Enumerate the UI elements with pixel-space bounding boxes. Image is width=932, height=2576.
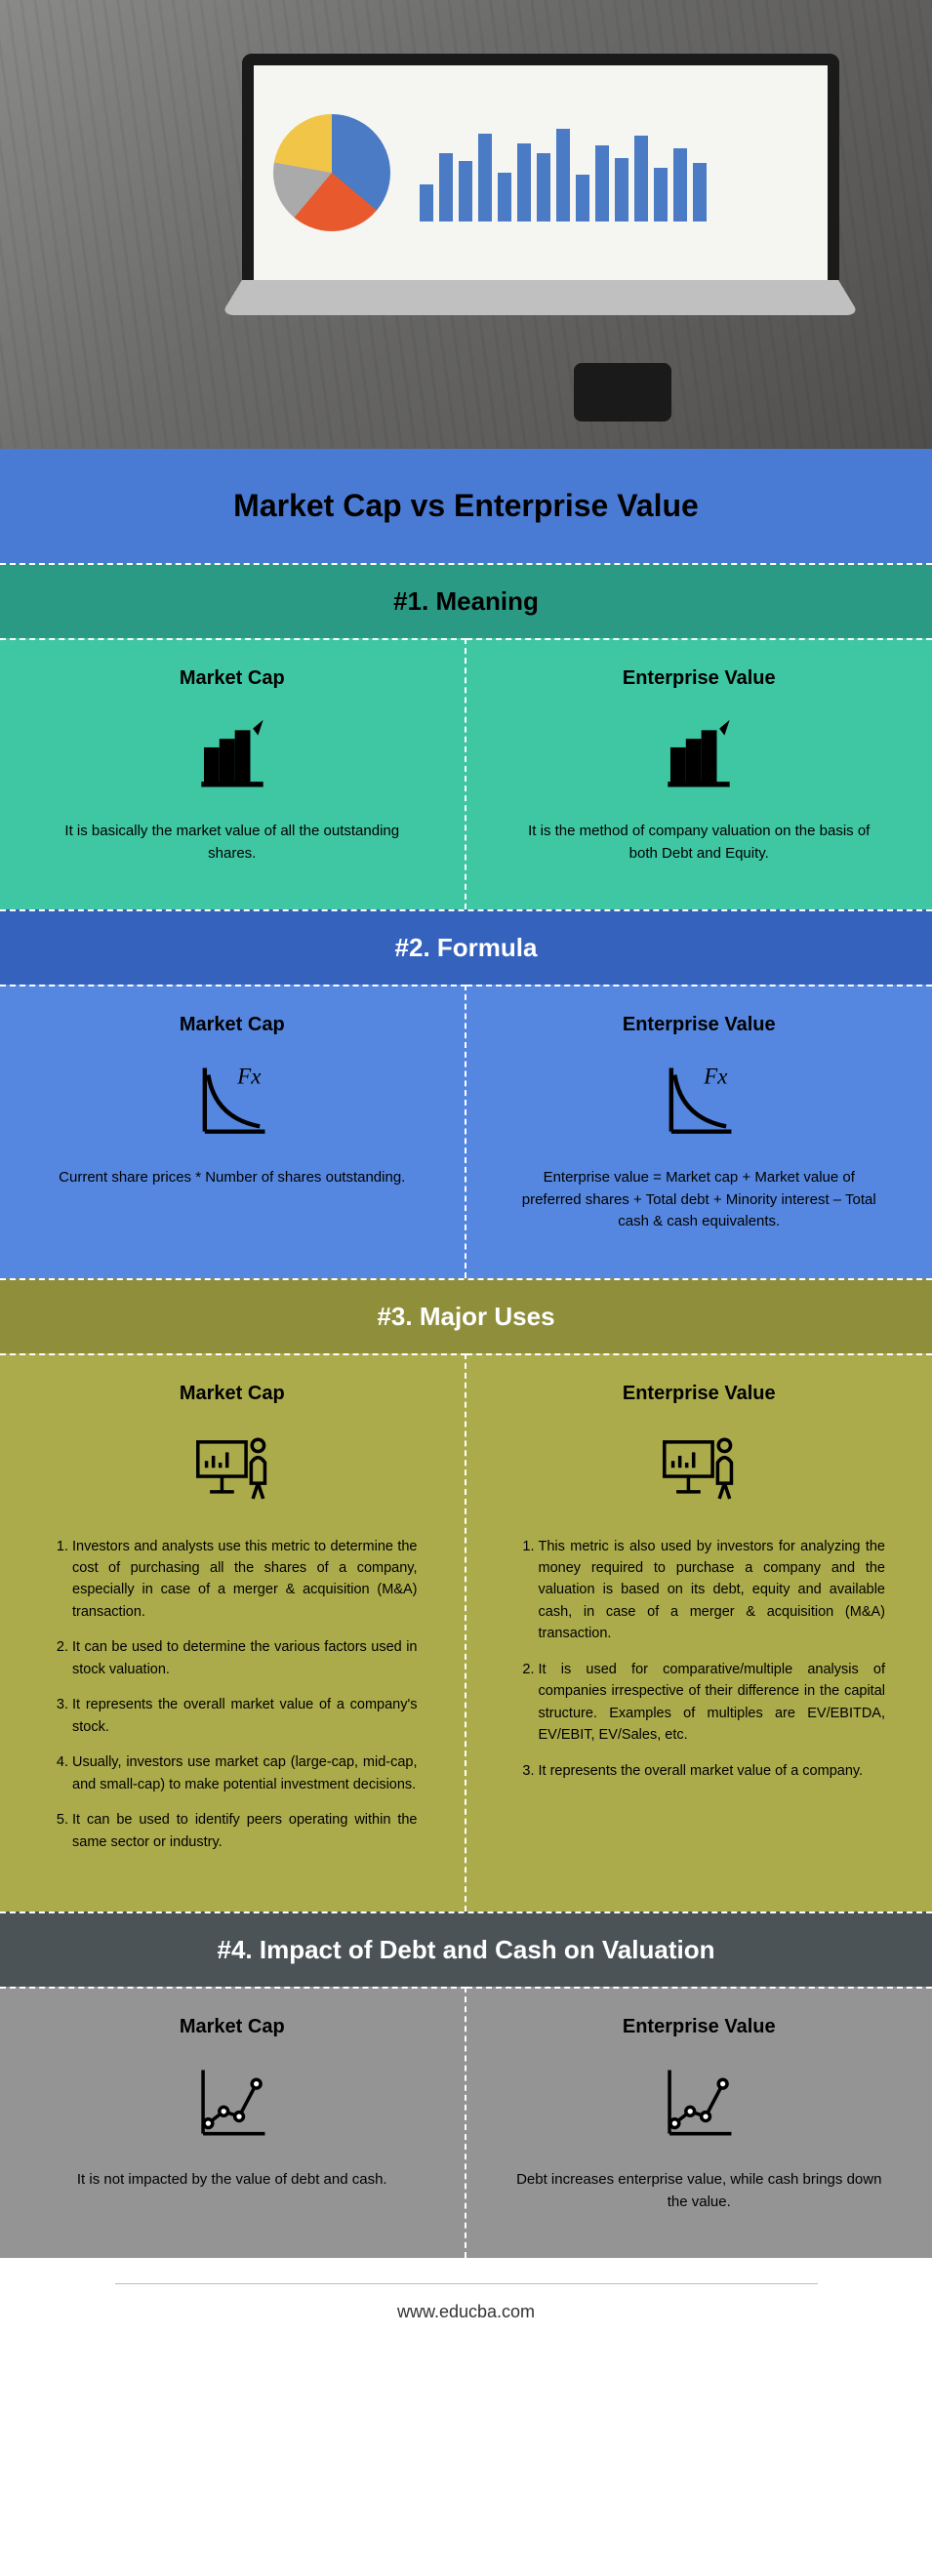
list-item: Investors and analysts use this metric t… — [72, 1536, 418, 1624]
uses-left: Market Cap Investors and analysts use th… — [0, 1353, 466, 1912]
section-body-formula: Market Cap Fx Current share prices * Num… — [0, 985, 932, 1278]
section-heading-meaning: #1. Meaning — [0, 563, 932, 638]
col-title: Market Cap — [47, 1014, 418, 1036]
meaning-right: Enterprise Value It is the method of com… — [466, 638, 932, 909]
col-title: Market Cap — [47, 2016, 418, 2038]
list-item: It is used for comparative/multiple anal… — [539, 1659, 886, 1747]
formula-left: Market Cap Fx Current share prices * Num… — [0, 985, 466, 1278]
page-title: Market Cap vs Enterprise Value — [20, 488, 912, 524]
laptop-screen — [242, 54, 838, 280]
fx-curve-icon: Fx — [47, 1058, 418, 1144]
impact-right: Enterprise Value Debt increases enterpri… — [466, 1987, 932, 2258]
col-text: Debt increases enterprise value, while c… — [513, 2169, 886, 2213]
list-item: It can be used to determine the various … — [72, 1636, 418, 1680]
pie-chart-icon — [273, 114, 390, 231]
bars-up-icon — [513, 711, 886, 797]
col-text: Enterprise value = Market cap + Market v… — [513, 1167, 886, 1233]
laptop-keyboard — [222, 280, 860, 314]
section-body-impact: Market Cap It is not impacted by the val… — [0, 1987, 932, 2258]
meaning-left: Market Cap It is basically the market va… — [0, 638, 466, 909]
fx-curve-icon: Fx — [513, 1058, 886, 1144]
section-body-meaning: Market Cap It is basically the market va… — [0, 638, 932, 909]
col-title: Enterprise Value — [513, 667, 886, 690]
uses-list: This metric is also used by investors fo… — [513, 1536, 886, 1783]
section-heading-impact: #4. Impact of Debt and Cash on Valuation — [0, 1912, 932, 1987]
col-text: It is basically the market value of all … — [47, 821, 418, 865]
line-nodes-icon — [513, 2060, 886, 2146]
svg-text:Fx: Fx — [704, 1064, 728, 1088]
section-heading-uses: #3. Major Uses — [0, 1278, 932, 1353]
footer: www.educba.com — [0, 2258, 932, 2348]
title-band: Market Cap vs Enterprise Value — [0, 449, 932, 563]
footer-url: www.educba.com — [397, 2302, 535, 2321]
col-text: Current share prices * Number of shares … — [47, 1167, 418, 1189]
list-item: This metric is also used by investors fo… — [539, 1536, 886, 1645]
line-nodes-icon — [47, 2060, 418, 2146]
section-heading-formula: #2. Formula — [0, 909, 932, 985]
uses-list: Investors and analysts use this metric t… — [47, 1536, 418, 1854]
col-title: Market Cap — [47, 1383, 418, 1405]
hero-image — [0, 0, 932, 449]
bars-up-icon — [47, 711, 418, 797]
presentation-icon — [47, 1427, 418, 1512]
uses-right: Enterprise Value This metric is also use… — [466, 1353, 932, 1912]
formula-right: Enterprise Value Fx Enterprise value = M… — [466, 985, 932, 1278]
col-text: It is the method of company valuation on… — [513, 821, 886, 865]
section-body-uses: Market Cap Investors and analysts use th… — [0, 1353, 932, 1912]
list-item: It represents the overall market value o… — [72, 1694, 418, 1738]
col-title: Enterprise Value — [513, 1014, 886, 1036]
footer-divider — [115, 2283, 818, 2284]
list-item: It represents the overall market value o… — [539, 1760, 886, 1782]
col-title: Market Cap — [47, 667, 418, 690]
list-item: Usually, investors use market cap (large… — [72, 1751, 418, 1795]
laptop-illustration — [242, 54, 838, 368]
list-item: It can be used to identify peers operati… — [72, 1809, 418, 1853]
svg-text:Fx: Fx — [236, 1064, 261, 1088]
impact-left: Market Cap It is not impacted by the val… — [0, 1987, 466, 2258]
presentation-icon — [513, 1427, 886, 1512]
col-title: Enterprise Value — [513, 2016, 886, 2038]
col-text: It is not impacted by the value of debt … — [47, 2169, 418, 2192]
bar-chart-icon — [420, 124, 807, 221]
col-title: Enterprise Value — [513, 1383, 886, 1405]
phone-illustration — [574, 363, 671, 422]
